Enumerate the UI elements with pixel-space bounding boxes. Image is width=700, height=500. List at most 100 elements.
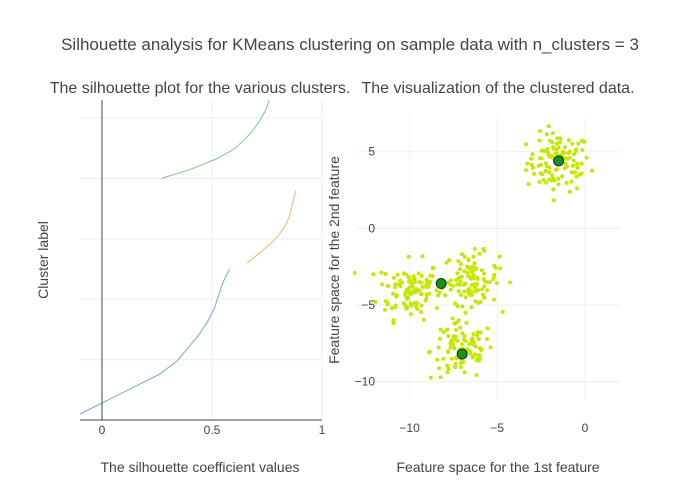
scatter-point xyxy=(394,294,399,299)
scatter-point xyxy=(452,346,457,351)
scatter-xtick-label: 0 xyxy=(582,421,589,435)
scatter-point xyxy=(466,291,471,296)
scatter-point xyxy=(580,138,585,143)
scatter-point xyxy=(470,264,475,269)
scatter-point xyxy=(445,370,450,375)
cluster-center xyxy=(456,348,468,360)
scatter-point xyxy=(498,266,503,271)
scatter-point xyxy=(380,282,385,287)
scatter-point xyxy=(391,321,396,326)
scatter-point xyxy=(471,332,476,336)
scatter-point xyxy=(409,278,414,283)
scatter-point xyxy=(462,334,467,339)
scatter-point xyxy=(455,271,460,276)
scatter-point xyxy=(405,295,410,300)
scatter-point xyxy=(458,365,463,370)
scatter-point xyxy=(458,262,463,267)
scatter-point xyxy=(565,164,569,169)
scatter-point xyxy=(538,162,543,167)
scatter-point xyxy=(453,301,458,306)
scatter-point xyxy=(458,325,463,330)
scatter-point xyxy=(488,345,493,350)
scatter-point xyxy=(406,254,411,259)
scatter-point xyxy=(469,305,474,310)
scatter-point xyxy=(458,293,463,297)
scatter-point xyxy=(466,288,470,293)
scatter-point xyxy=(420,285,425,289)
scatter-point xyxy=(460,304,465,309)
scatter-panel: The visualization of the clustered data.… xyxy=(326,80,635,475)
scatter-point xyxy=(463,295,468,300)
scatter-point xyxy=(485,288,490,293)
scatter-centers xyxy=(435,155,565,360)
scatter-point xyxy=(575,161,580,166)
scatter-point xyxy=(452,321,457,326)
scatter-point xyxy=(428,375,433,380)
scatter-point xyxy=(526,182,531,187)
scatter-point xyxy=(555,136,560,141)
scatter-point xyxy=(434,306,439,311)
scatter-point xyxy=(428,273,433,278)
scatter-point xyxy=(459,274,464,279)
scatter-point xyxy=(567,155,572,160)
scatter-point xyxy=(395,272,400,277)
scatter-point xyxy=(494,281,499,286)
scatter-point xyxy=(493,265,498,270)
scatter-point xyxy=(419,303,424,308)
scatter-xtick-label: −5 xyxy=(490,421,504,435)
scatter-point xyxy=(470,275,475,280)
scatter-point xyxy=(573,170,578,175)
scatter-point xyxy=(455,304,460,309)
scatter-point xyxy=(454,278,459,282)
scatter-point xyxy=(532,171,536,176)
scatter-point xyxy=(570,141,575,146)
scatter-point xyxy=(443,293,448,298)
scatter-point xyxy=(430,266,435,270)
scatter-point xyxy=(529,156,534,161)
scatter-point xyxy=(398,278,403,283)
scatter-point xyxy=(404,306,409,311)
scatter-point xyxy=(573,149,578,154)
scatter-point xyxy=(558,136,563,141)
scatter-point xyxy=(436,345,441,350)
scatter-point xyxy=(554,147,559,152)
scatter-point xyxy=(462,370,467,375)
scatter-point xyxy=(466,258,471,263)
scatter-point xyxy=(562,145,567,150)
scatter-point xyxy=(436,293,440,298)
scatter-point xyxy=(445,327,450,332)
scatter-point xyxy=(476,354,481,359)
scatter-point xyxy=(470,292,474,297)
scatter-point xyxy=(576,141,581,146)
scatter-point xyxy=(550,131,555,136)
scatter-point xyxy=(525,161,530,166)
cluster-center xyxy=(435,278,447,290)
scatter-point xyxy=(463,310,468,315)
scatter-point xyxy=(500,309,505,314)
scatter-point xyxy=(418,310,423,314)
scatter-point xyxy=(546,124,551,129)
scatter-point xyxy=(449,338,454,343)
scatter-ytick-label: −5 xyxy=(361,298,375,312)
scatter-point xyxy=(572,152,577,157)
scatter-point xyxy=(454,327,459,332)
scatter-point xyxy=(441,330,446,334)
scatter-point xyxy=(382,307,387,312)
scatter-point xyxy=(424,277,429,282)
figure-title: Silhouette analysis for KMeans clusterin… xyxy=(61,35,639,54)
scatter-point xyxy=(462,337,466,342)
scatter-point xyxy=(538,171,543,176)
scatter-point xyxy=(580,148,585,152)
scatter-point xyxy=(477,251,482,256)
scatter-point xyxy=(373,299,378,304)
silhouette-gridlines xyxy=(80,100,323,420)
scatter-point xyxy=(391,275,396,280)
scatter-point xyxy=(552,178,557,183)
scatter-point xyxy=(530,165,535,170)
scatter-point xyxy=(473,289,478,294)
scatter-point xyxy=(469,338,474,343)
scatter-point xyxy=(453,365,458,370)
scatter-point xyxy=(538,129,543,133)
scatter-point xyxy=(437,366,441,371)
scatter-point xyxy=(554,141,559,146)
